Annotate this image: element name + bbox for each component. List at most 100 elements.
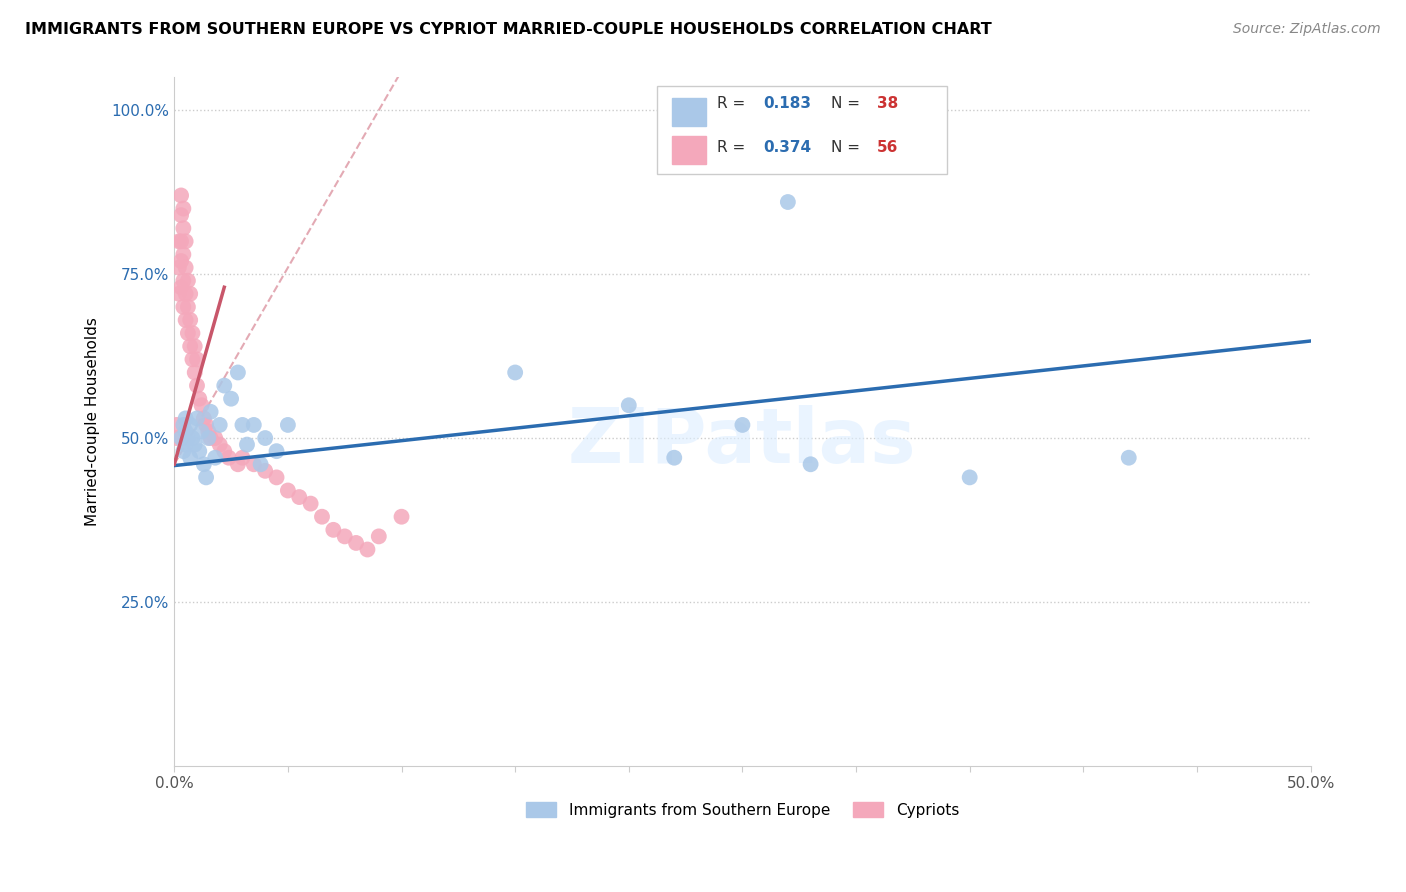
Point [170, 208, 193, 222]
Point [183, 339, 205, 353]
Point [172, 221, 194, 235]
Point [186, 411, 208, 425]
Point [172, 247, 194, 261]
Point [172, 274, 194, 288]
Text: 56: 56 [876, 139, 898, 154]
Bar [672, 98, 706, 126]
Point [204, 431, 226, 445]
Text: 38: 38 [876, 96, 898, 112]
Point [322, 523, 344, 537]
Point [170, 235, 193, 249]
Point [243, 417, 266, 432]
Point [219, 392, 242, 406]
Point [243, 457, 266, 471]
Point [179, 450, 201, 465]
Point [197, 425, 219, 439]
Point [166, 417, 188, 432]
Point [503, 366, 526, 380]
Point [277, 417, 299, 432]
Point [174, 235, 197, 249]
Point [197, 431, 219, 445]
Y-axis label: Married-couple Households: Married-couple Households [86, 318, 100, 526]
Point [177, 274, 200, 288]
Point [179, 286, 201, 301]
Point [174, 437, 197, 451]
Point [226, 457, 249, 471]
Point [170, 431, 193, 445]
Point [664, 450, 686, 465]
Point [167, 260, 190, 275]
Point [181, 352, 204, 367]
Point [183, 437, 205, 451]
Point [195, 417, 218, 432]
Point [174, 286, 197, 301]
Point [170, 188, 193, 202]
Point [174, 425, 197, 439]
Point [179, 417, 201, 432]
Point [190, 425, 212, 439]
Point [193, 457, 215, 471]
Point [181, 326, 204, 340]
Bar [672, 136, 706, 164]
Point [254, 464, 277, 478]
Point [170, 254, 193, 268]
Point [800, 457, 823, 471]
Point [179, 313, 201, 327]
Point [731, 417, 754, 432]
Point [183, 366, 205, 380]
Point [200, 431, 222, 445]
Text: Source: ZipAtlas.com: Source: ZipAtlas.com [1233, 22, 1381, 37]
Legend: Immigrants from Southern Europe, Cypriots: Immigrants from Southern Europe, Cypriot… [520, 796, 965, 823]
Point [214, 378, 236, 392]
Point [214, 444, 236, 458]
Point [231, 417, 253, 432]
Point [311, 509, 333, 524]
Point [174, 260, 197, 275]
Point [266, 470, 288, 484]
Point [208, 437, 231, 451]
Point [166, 431, 188, 445]
Point [204, 450, 226, 465]
Point [181, 431, 204, 445]
Text: R =: R = [717, 139, 751, 154]
Point [177, 326, 200, 340]
Point [266, 444, 288, 458]
Point [188, 444, 211, 458]
Point [177, 300, 200, 314]
Point [195, 470, 218, 484]
Text: N =: N = [831, 139, 865, 154]
Point [254, 431, 277, 445]
Point [200, 405, 222, 419]
Point [299, 497, 322, 511]
Point [170, 280, 193, 294]
Point [231, 450, 253, 465]
Point [193, 411, 215, 425]
Point [179, 339, 201, 353]
FancyBboxPatch shape [657, 86, 948, 174]
Point [617, 398, 640, 412]
Point [167, 235, 190, 249]
Point [226, 366, 249, 380]
Point [208, 417, 231, 432]
Text: R =: R = [717, 96, 751, 112]
Point [367, 529, 389, 543]
Point [356, 542, 378, 557]
Point [1118, 450, 1140, 465]
Point [174, 411, 197, 425]
Point [190, 398, 212, 412]
Point [249, 457, 271, 471]
Text: N =: N = [831, 96, 865, 112]
Point [177, 431, 200, 445]
Point [186, 352, 208, 367]
Point [333, 529, 356, 543]
Point [188, 392, 211, 406]
Point [167, 286, 190, 301]
Text: 0.183: 0.183 [763, 96, 811, 112]
Point [391, 509, 413, 524]
Point [236, 437, 259, 451]
Point [959, 470, 981, 484]
Text: IMMIGRANTS FROM SOUTHERN EUROPE VS CYPRIOT MARRIED-COUPLE HOUSEHOLDS CORRELATION: IMMIGRANTS FROM SOUTHERN EUROPE VS CYPRI… [25, 22, 993, 37]
Point [277, 483, 299, 498]
Point [344, 536, 367, 550]
Point [186, 378, 208, 392]
